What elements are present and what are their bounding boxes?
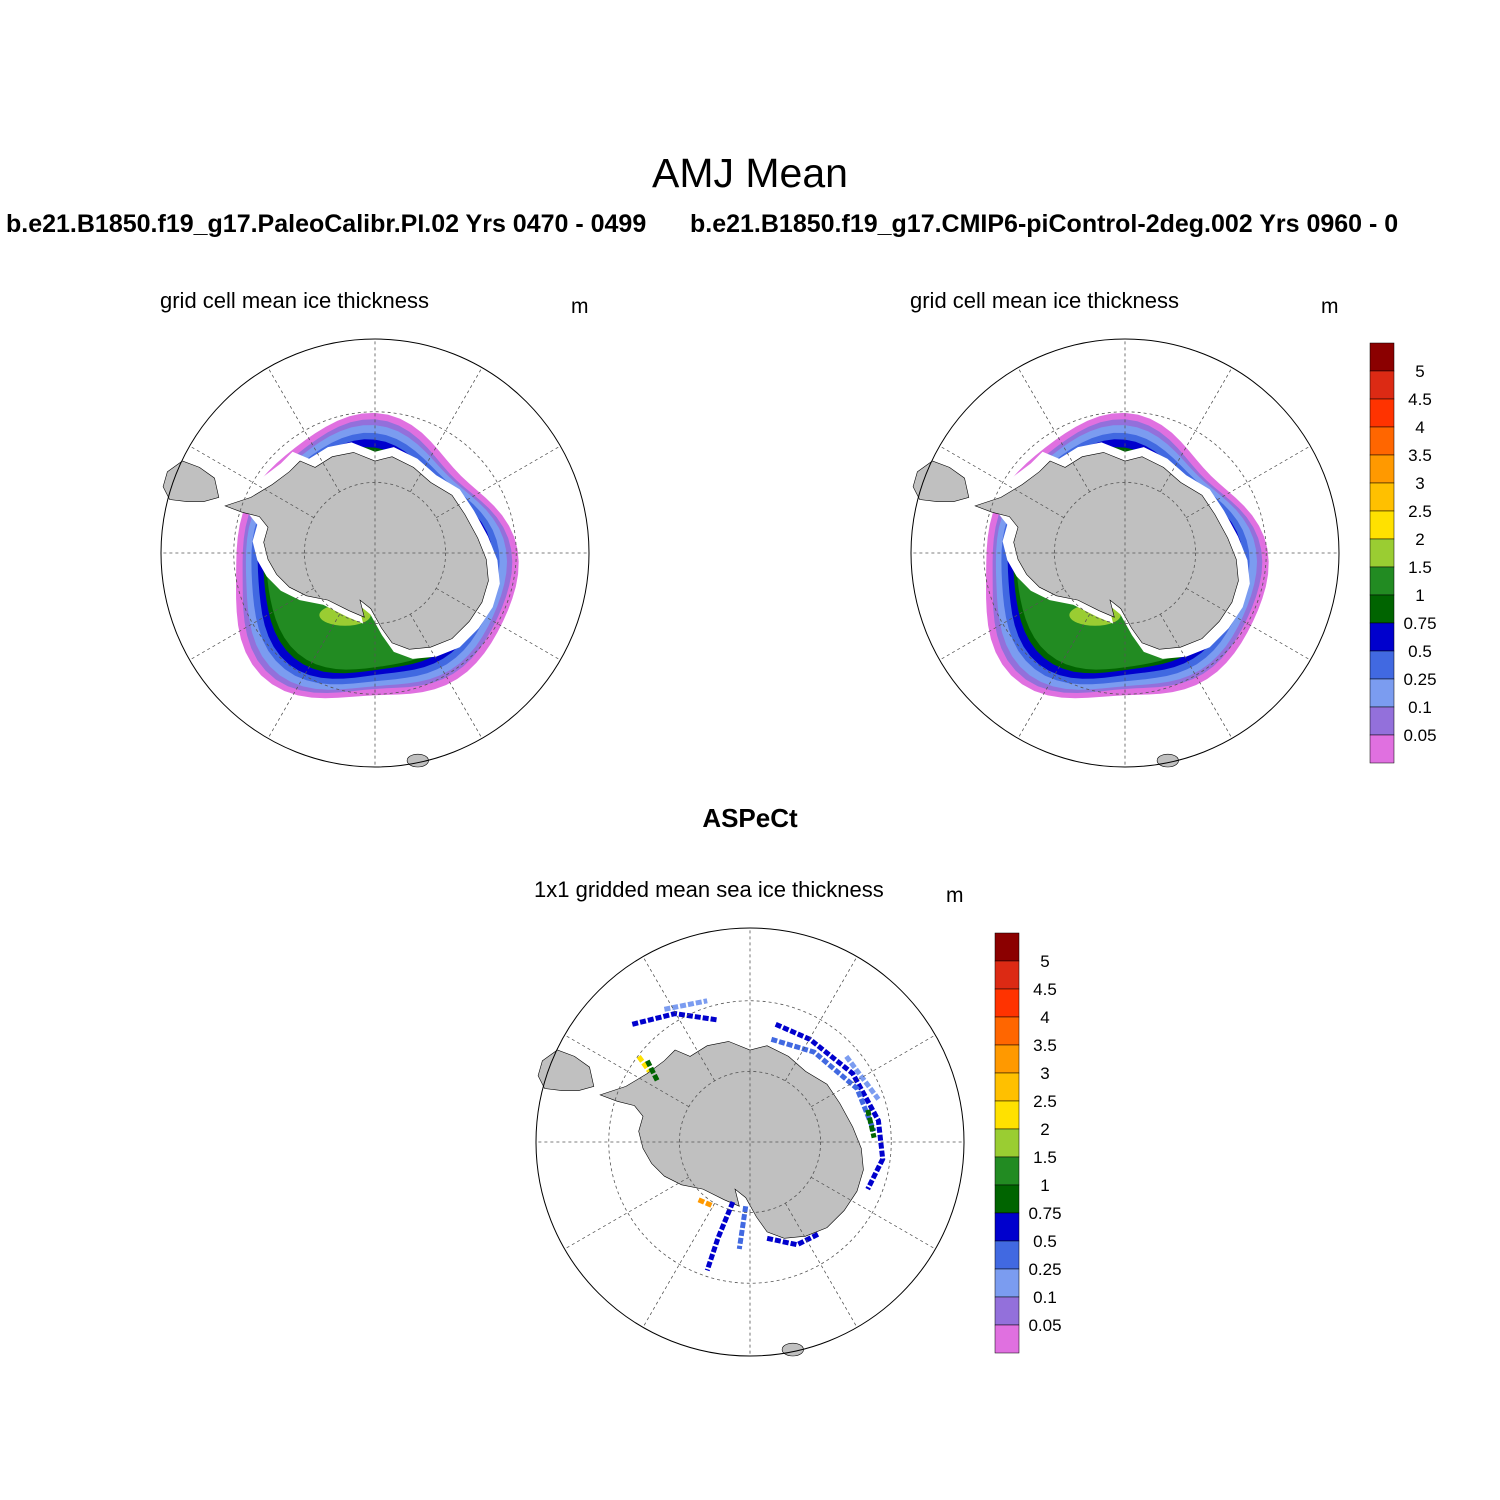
latitude-circle-1 (608, 1000, 892, 1284)
colorbar-swatch-1 (1369, 370, 1395, 400)
colorbar-label-2: 4 (1040, 1008, 1049, 1027)
colorbar-label-0: 5 (1040, 952, 1049, 971)
colorbar-swatch-4 (994, 1044, 1020, 1074)
colorbar-label-7: 1.5 (1408, 558, 1432, 577)
antarctica-land (224, 452, 489, 650)
polar-map-right (910, 338, 1340, 768)
colorbar-swatch-8 (1369, 566, 1395, 596)
colorbar-label-11: 0.25 (1028, 1260, 1061, 1279)
panel-units-bottom: m (946, 884, 964, 907)
colorbar-label-13: 0.05 (1403, 726, 1436, 745)
colorbar-label-4: 3 (1415, 474, 1424, 493)
colorbar-bottom: 5 4.5 4 3.5 3 2.5 2 1.5 1 0.75 0.5 0.25 0.1 0.05 (994, 932, 1062, 1354)
panel-subtitle-left: grid cell mean ice thickness (160, 288, 430, 313)
case-title-left: b.e21.B1850.f19_g17.PaleoCalibr.PI.02 Yr… (6, 210, 647, 238)
ship-track-8 (704, 1200, 736, 1272)
case-title-right: b.e21.B1850.f19_g17.CMIP6-piControl-2deg… (690, 210, 1399, 238)
colorbar-label-12: 0.1 (1408, 698, 1432, 717)
colorbar-swatch-11 (1369, 650, 1395, 680)
ship-track-7 (844, 1054, 881, 1101)
colorbar-label-13: 0.05 (1028, 1316, 1061, 1335)
polar-map-left (160, 338, 590, 768)
colorbar-swatch-10 (994, 1212, 1020, 1242)
colorbar-top: 5 4.5 4 3.5 3 2.5 2 1.5 1 0.75 0.5 0.25 0.1 0.05 (1369, 342, 1437, 764)
colorbar-label-3: 3.5 (1033, 1036, 1057, 1055)
obs-title: ASPeCt (702, 803, 798, 833)
polar-map-bottom (535, 927, 965, 1357)
colorbar-swatch-6 (994, 1100, 1020, 1130)
colorbar-label-0: 5 (1415, 362, 1424, 381)
colorbar-label-5: 2.5 (1033, 1092, 1057, 1111)
colorbar-swatch-12 (994, 1268, 1020, 1298)
ship-track-10 (766, 1231, 820, 1248)
panel-units-right: m (1321, 295, 1339, 318)
colorbar-label-10: 0.5 (1033, 1232, 1057, 1251)
colorbar-swatch-11 (994, 1240, 1020, 1270)
colorbar-swatch-12 (1369, 678, 1395, 708)
colorbar-swatch-10 (1369, 622, 1395, 652)
colorbar-label-1: 4.5 (1033, 980, 1057, 999)
colorbar-swatch-13 (994, 1296, 1020, 1326)
colorbar-label-3: 3.5 (1408, 446, 1432, 465)
map-boundary (910, 338, 1340, 768)
colorbar-swatch-8 (994, 1156, 1020, 1186)
colorbar-swatch-7 (1369, 538, 1395, 568)
colorbar-swatch-3 (994, 1016, 1020, 1046)
colorbar-label-9: 0.75 (1403, 614, 1436, 633)
colorbar-label-7: 1.5 (1033, 1148, 1057, 1167)
ship-track-9 (736, 1205, 749, 1250)
colorbar-label-1: 4.5 (1408, 390, 1432, 409)
colorbar-swatch-5 (1369, 482, 1395, 512)
map-boundary (160, 338, 590, 768)
colorbar-label-8: 1 (1040, 1176, 1049, 1195)
colorbar-label-4: 3 (1040, 1064, 1049, 1083)
colorbar-label-6: 2 (1415, 530, 1424, 549)
colorbar-swatch-4 (1369, 454, 1395, 484)
antarctica-land (974, 452, 1239, 650)
colorbar-label-9: 0.75 (1028, 1204, 1061, 1223)
colorbar-label-8: 1 (1415, 586, 1424, 605)
ship-track-11 (697, 1197, 715, 1209)
colorbar-swatch-9 (1369, 594, 1395, 624)
map-boundary (535, 927, 965, 1357)
colorbar-swatch-0 (1369, 342, 1395, 372)
ship-track-2 (636, 1054, 652, 1073)
colorbar-label-12: 0.1 (1033, 1288, 1057, 1307)
panel-units-left: m (571, 295, 589, 318)
colorbar-swatch-7 (994, 1128, 1020, 1158)
colorbar-label-5: 2.5 (1408, 502, 1432, 521)
colorbar-swatch-14 (1369, 734, 1395, 764)
figure-title: AMJ Mean (652, 150, 848, 196)
ship-track-3 (645, 1059, 661, 1084)
latitude-circle-1 (233, 411, 517, 695)
colorbar-swatch-5 (994, 1072, 1020, 1102)
colorbar-swatch-14 (994, 1324, 1020, 1354)
colorbar-swatch-3 (1369, 426, 1395, 456)
colorbar-label-11: 0.25 (1403, 670, 1436, 689)
panel-subtitle-bottom: 1x1 gridded mean sea ice thickness (534, 877, 884, 902)
latitude-circle-1 (983, 411, 1267, 695)
colorbar-swatch-9 (994, 1184, 1020, 1214)
colorbar-swatch-2 (994, 988, 1020, 1018)
colorbar-swatch-13 (1369, 706, 1395, 736)
antarctica-land (599, 1041, 864, 1239)
colorbar-swatch-6 (1369, 510, 1395, 540)
colorbar-label-6: 2 (1040, 1120, 1049, 1139)
colorbar-swatch-0 (994, 932, 1020, 962)
colorbar-label-2: 4 (1415, 418, 1424, 437)
ship-track-5 (770, 1036, 877, 1133)
ship-track-0 (631, 1011, 719, 1027)
colorbar-swatch-2 (1369, 398, 1395, 428)
ship-track-1 (663, 998, 708, 1012)
ship-track-6 (865, 1109, 877, 1139)
panel-subtitle-right: grid cell mean ice thickness (910, 288, 1180, 313)
colorbar-label-10: 0.5 (1408, 642, 1432, 661)
colorbar-swatch-1 (994, 960, 1020, 990)
